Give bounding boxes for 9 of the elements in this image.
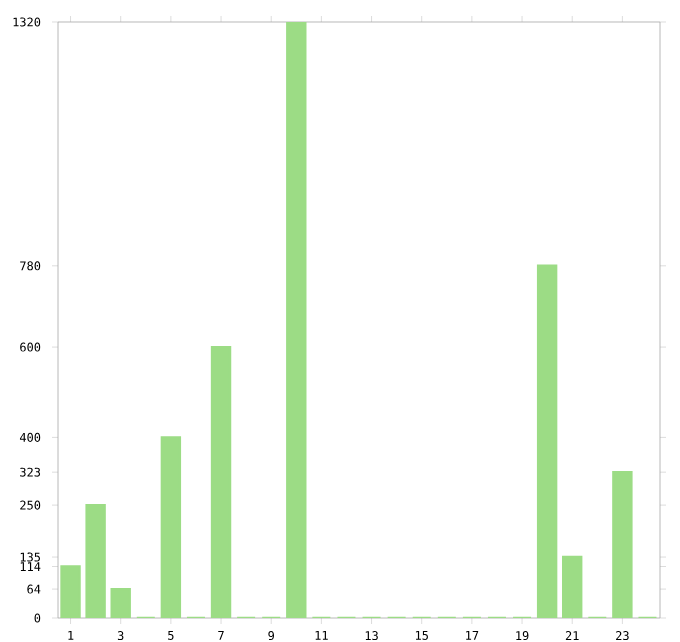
bar <box>60 565 81 618</box>
bar <box>110 587 131 618</box>
bar <box>160 436 182 618</box>
bar <box>536 264 558 618</box>
bar <box>286 21 307 618</box>
bar <box>210 345 232 618</box>
bar <box>562 555 583 618</box>
bar <box>85 503 106 618</box>
bar <box>612 470 633 618</box>
